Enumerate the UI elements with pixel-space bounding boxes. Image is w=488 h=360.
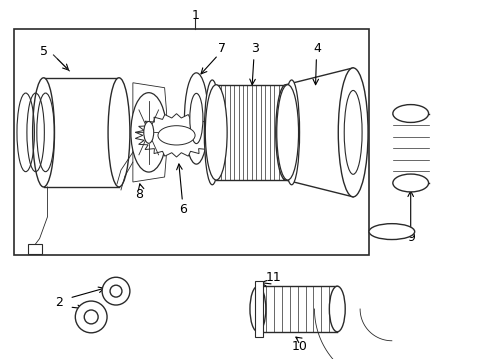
Ellipse shape	[184, 73, 208, 164]
Text: 6: 6	[179, 203, 187, 216]
Text: 7: 7	[218, 41, 226, 54]
Polygon shape	[285, 68, 352, 197]
Text: 5: 5	[40, 45, 47, 58]
Ellipse shape	[276, 85, 298, 180]
Text: 2: 2	[56, 296, 63, 309]
Ellipse shape	[392, 174, 427, 192]
Polygon shape	[135, 114, 217, 157]
Ellipse shape	[189, 93, 203, 144]
Text: 1: 1	[191, 9, 199, 22]
Ellipse shape	[205, 85, 226, 180]
Bar	[257, 286, 337, 332]
Text: 3: 3	[250, 41, 258, 54]
Bar	[216, 85, 287, 180]
Ellipse shape	[108, 78, 130, 187]
Ellipse shape	[392, 105, 427, 122]
Polygon shape	[133, 83, 166, 182]
Ellipse shape	[344, 90, 361, 174]
Ellipse shape	[368, 224, 414, 239]
Ellipse shape	[249, 286, 265, 332]
Bar	[254, 281, 263, 337]
Text: 8: 8	[135, 188, 142, 201]
Ellipse shape	[338, 68, 367, 197]
Bar	[14, 29, 368, 255]
Ellipse shape	[283, 80, 299, 185]
Ellipse shape	[102, 277, 130, 305]
Bar	[28, 244, 41, 255]
Text: 4: 4	[313, 41, 321, 54]
Ellipse shape	[33, 78, 54, 187]
Ellipse shape	[158, 126, 195, 145]
Ellipse shape	[204, 80, 220, 185]
Ellipse shape	[275, 85, 295, 180]
Ellipse shape	[131, 93, 166, 172]
Bar	[392, 113, 427, 183]
Ellipse shape	[328, 286, 345, 332]
Text: 10: 10	[291, 340, 307, 353]
Ellipse shape	[84, 310, 98, 324]
Bar	[43, 78, 119, 187]
Ellipse shape	[143, 121, 153, 143]
Text: 9: 9	[406, 231, 414, 244]
Ellipse shape	[75, 301, 107, 333]
Ellipse shape	[110, 285, 122, 297]
Text: 11: 11	[265, 271, 281, 284]
